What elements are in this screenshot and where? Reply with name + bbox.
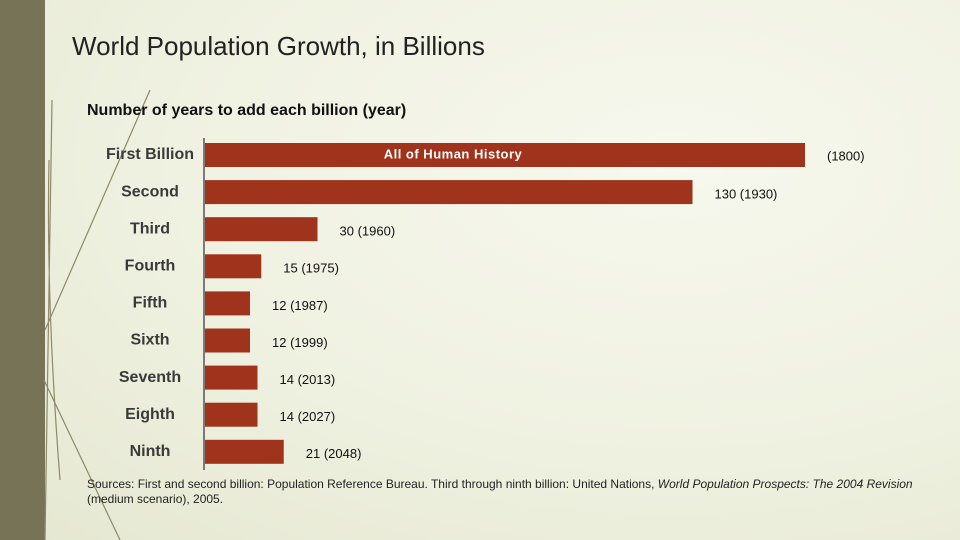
bar — [205, 365, 258, 390]
bar — [205, 143, 805, 167]
category-label: Eighth — [125, 406, 175, 423]
category-label: Ninth — [130, 443, 171, 460]
bar-label: 21 (2048) — [306, 446, 362, 461]
category-label: Third — [130, 220, 170, 237]
bar-label: 14 (2013) — [280, 372, 336, 387]
decoration — [43, 89, 151, 540]
bar — [205, 180, 693, 205]
category-label: Fourth — [125, 258, 176, 275]
bar — [205, 217, 318, 242]
category-label: Fifth — [133, 295, 168, 312]
bar-label: 12 (1987) — [272, 298, 328, 313]
category-label: Sixth — [130, 332, 169, 349]
source-title: World Population Prospects: The 2004 Rev… — [657, 477, 913, 491]
chart-subtitle: Number of years to add each billion (yea… — [87, 102, 406, 119]
bar-label: 130 (1930) — [715, 187, 778, 202]
source-note: Sources: First and second billion: Popul… — [87, 477, 927, 507]
source-tail: (medium scenario), 2005. — [87, 492, 224, 506]
bar — [205, 402, 258, 427]
source: Sources: First and second billion: Popul… — [87, 477, 655, 491]
category-label: Second — [121, 183, 179, 200]
bar-label: 15 (1975) — [283, 261, 339, 276]
category-label: Seventh — [119, 369, 181, 386]
bar-label: 12 (1999) — [272, 335, 328, 350]
category-label: First Billion — [106, 146, 194, 163]
bar — [205, 439, 284, 464]
bar-label: 14 (2027) — [280, 409, 336, 424]
bar-label: (1800) — [827, 148, 865, 163]
bar — [205, 328, 250, 353]
chart-title: World Population Growth, in Billions — [72, 31, 485, 61]
bar-label: 30 (1960) — [340, 224, 396, 239]
bar — [205, 291, 250, 316]
bar — [205, 254, 262, 279]
bar-inner-label: All of Human History — [384, 146, 523, 161]
side-strip — [0, 0, 45, 540]
